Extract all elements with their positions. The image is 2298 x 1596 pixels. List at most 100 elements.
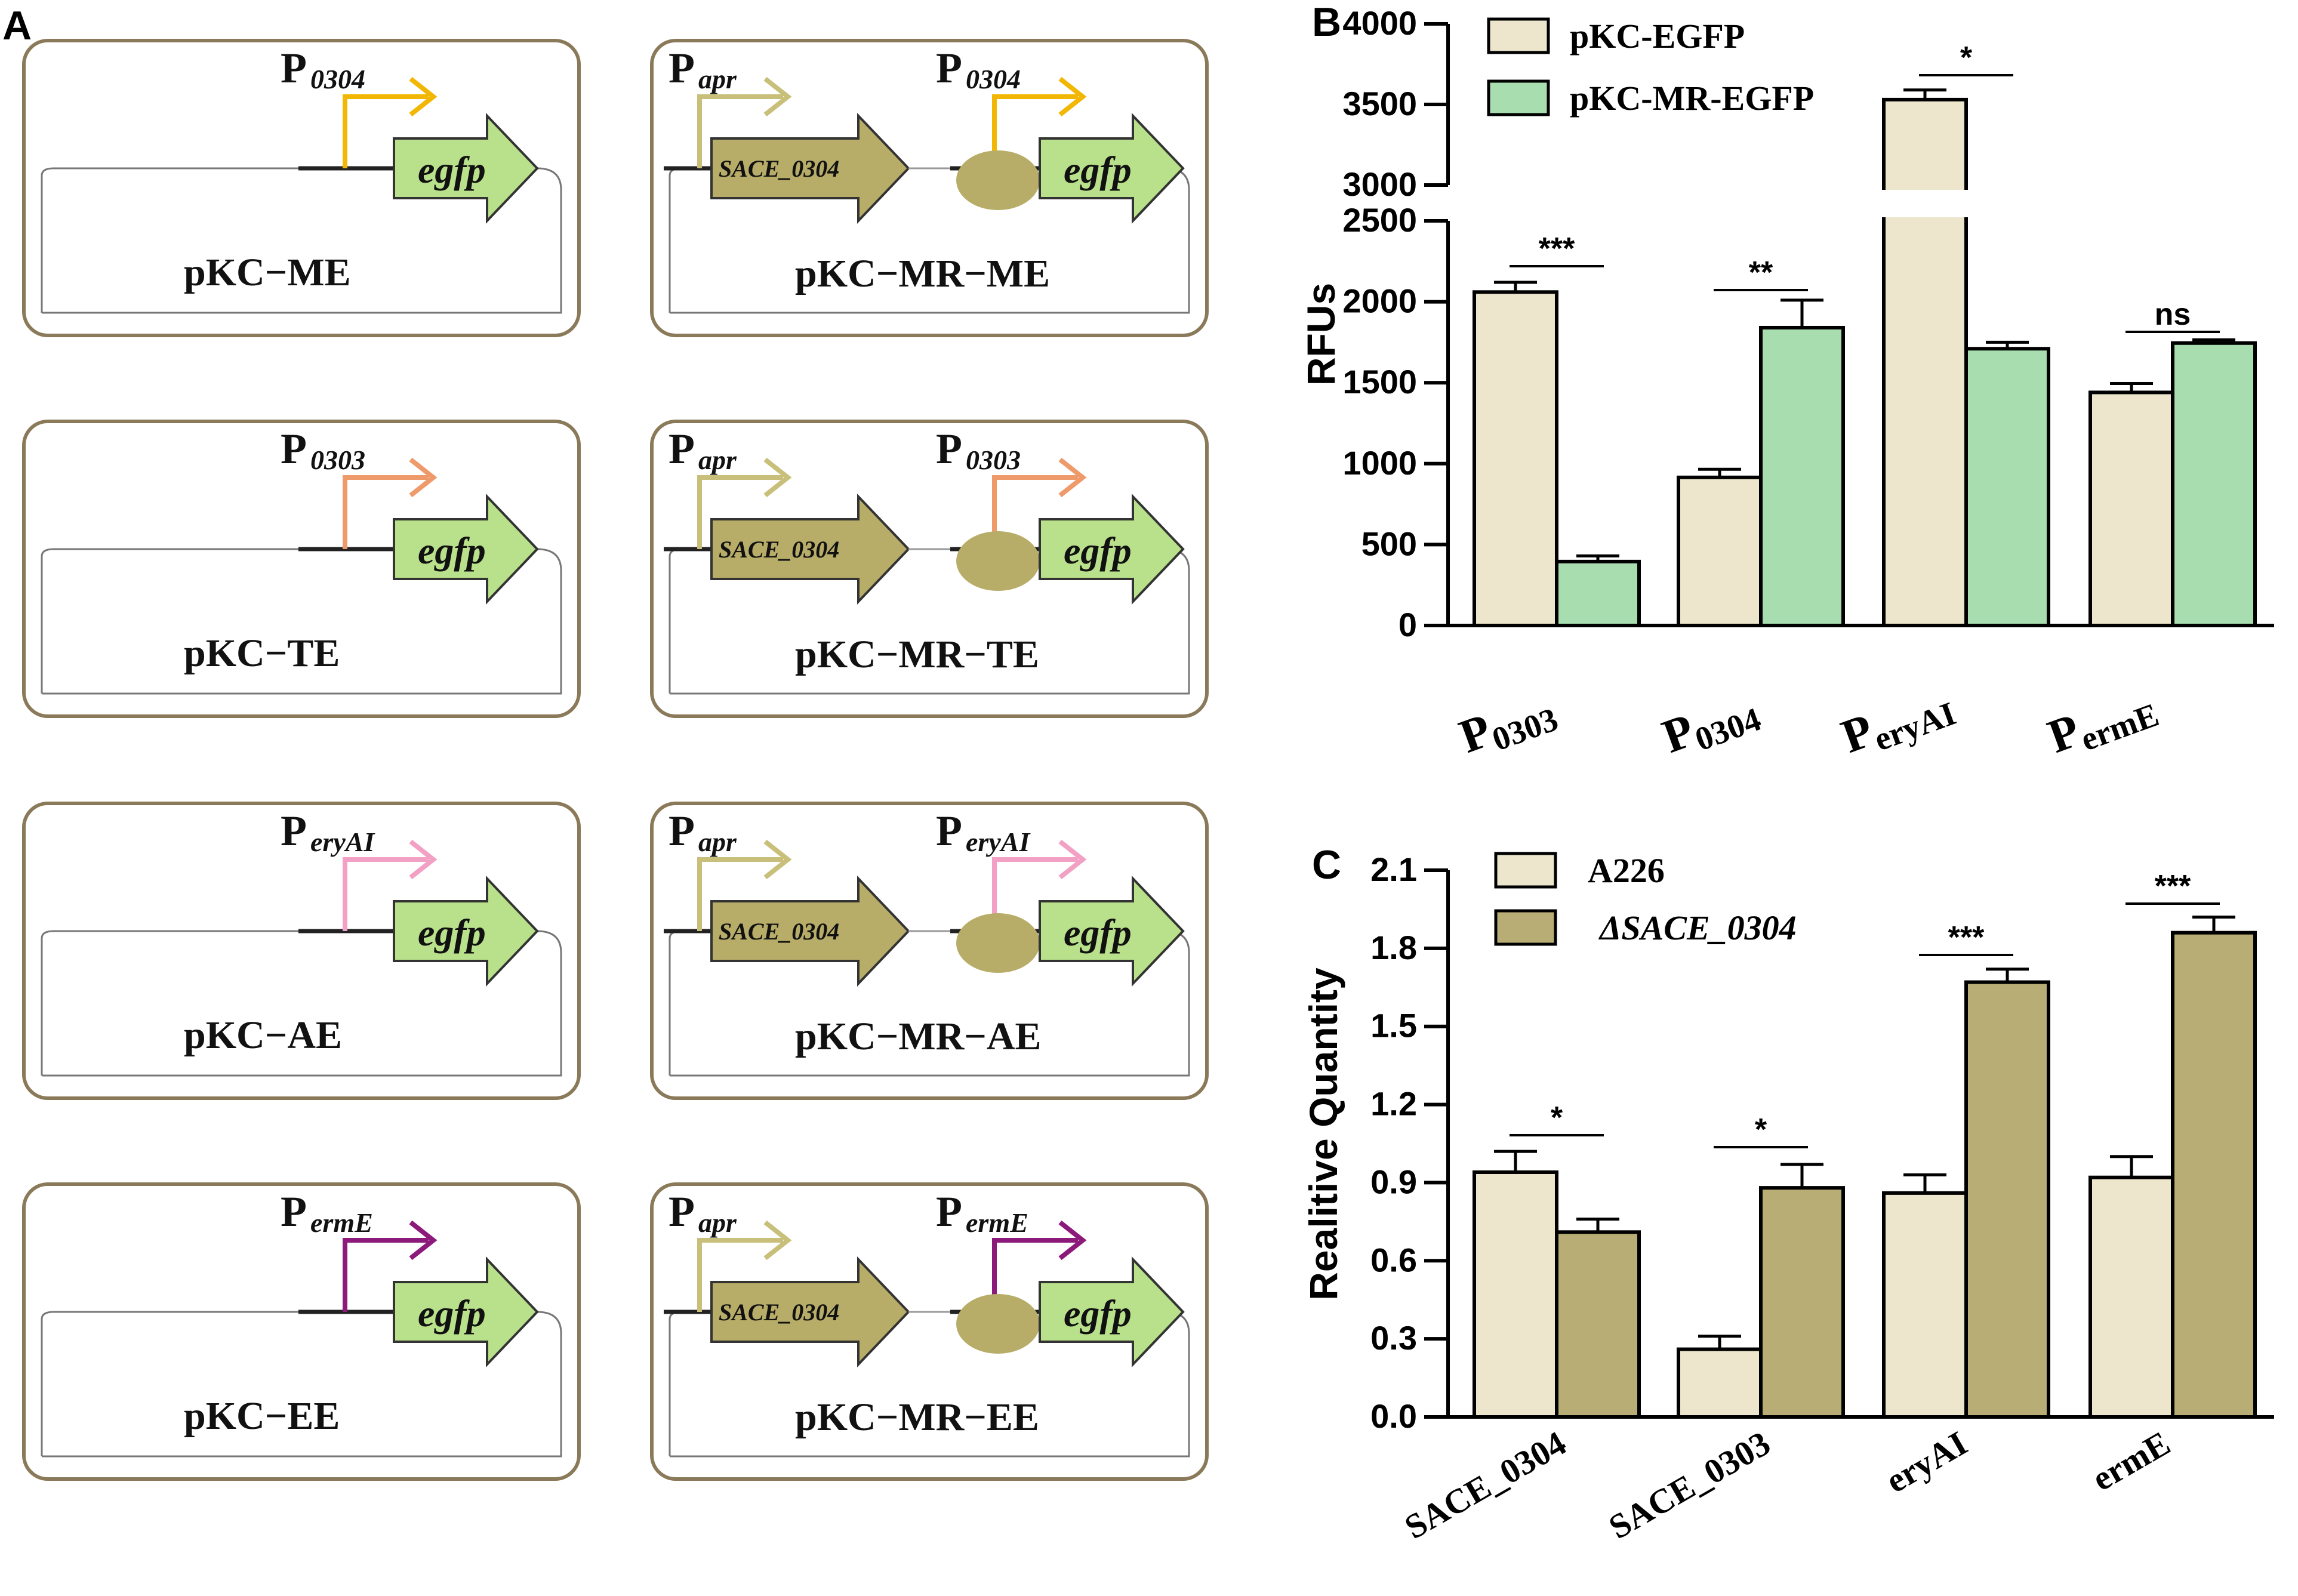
sace-gene-label: SACE_0304 xyxy=(719,1299,839,1326)
b-sig-label: ns xyxy=(2155,297,2191,332)
b-legend-label: pKC-EGFP xyxy=(1570,17,1745,56)
b-bar-0-1 xyxy=(1555,559,1641,627)
sace-gene-label: SACE_0304 xyxy=(719,155,839,182)
apr-label-p: P xyxy=(669,44,695,92)
b-y-tick-label: 1500 xyxy=(1342,363,1417,400)
egfp-label-right: egfp xyxy=(1064,529,1132,572)
plasmid-backbone-left xyxy=(41,548,298,694)
plasmid-backbone-left-lower xyxy=(42,167,562,314)
c-y-tick-label: 2.1 xyxy=(1370,851,1417,888)
b-bar-3-0 xyxy=(2088,390,2174,627)
panel-label-a: A xyxy=(2,3,32,48)
plasmid-name-right: pKC−MR−TE xyxy=(795,633,1039,676)
construct-box-right xyxy=(650,1182,1209,1481)
plasmid-backbone-right xyxy=(669,167,682,313)
sace-gene-label: SACE_0304 xyxy=(719,918,839,945)
promoter-arrow-left-stem xyxy=(343,857,429,931)
b-legend-swatch xyxy=(1487,79,1550,116)
egfp-gene-right xyxy=(1039,1256,1185,1367)
sace-0304-gene xyxy=(710,494,910,605)
promoter-label-left-p: P xyxy=(281,1188,307,1235)
egfp-gene-left xyxy=(393,1256,539,1367)
b-bar-2-1 xyxy=(1964,347,2050,627)
b-x-tick-label-sub: eryAI xyxy=(1869,695,1961,759)
apr-label-p: P xyxy=(669,1188,695,1235)
c-sig-label: *** xyxy=(1948,920,1985,955)
c-bar-3-1 xyxy=(2171,931,2257,1419)
construct-box-right xyxy=(650,39,1209,337)
promoter-label-right-p: P xyxy=(936,1188,962,1235)
c-bar-3-0 xyxy=(2088,1175,2174,1419)
construct-box-right xyxy=(650,802,1209,1100)
promoter-label-left-sub: 0304 xyxy=(310,64,365,94)
promoter-label-right-p: P xyxy=(936,425,962,473)
sace-gene-label: SACE_0304 xyxy=(719,536,839,563)
b-y-axis-title: RFUs xyxy=(1299,283,1343,386)
plasmid-name-left: pKC−AE xyxy=(184,1013,342,1057)
c-sig-label: * xyxy=(1755,1113,1767,1147)
egfp-gene-left xyxy=(393,113,539,224)
b-sig-label: *** xyxy=(1539,232,1575,266)
b-x-tick-label: P0303 xyxy=(1453,681,1563,768)
sace-0304-gene xyxy=(710,113,910,224)
plasmid-backbone-left-lower xyxy=(42,548,562,695)
construct-box-left xyxy=(22,39,581,337)
egfp-label-left: egfp xyxy=(418,1292,486,1335)
promoter-label-left-sub: eryAI xyxy=(310,827,375,857)
c-legend-swatch xyxy=(1494,852,1557,889)
promoter-arrow-left-head xyxy=(409,457,438,498)
b-sig-label: ** xyxy=(1749,255,1773,290)
b-x-tick-label-sub: 0304 xyxy=(1690,701,1766,759)
b-x-tick-label: P0304 xyxy=(1656,681,1766,768)
plasmid-backbone-left-lower xyxy=(42,930,562,1077)
c-bar-1-0 xyxy=(1677,1347,1763,1419)
c-x-tick-label: eryAI xyxy=(1879,1424,1973,1501)
b-axis-break-gap xyxy=(1433,190,2029,217)
b-bar-3-1 xyxy=(2171,341,2257,627)
repressor-oval xyxy=(956,913,1040,973)
promoter-label-left-p: P xyxy=(281,44,307,92)
promoter-arrow-left-head xyxy=(409,76,438,117)
egfp-gene-left xyxy=(393,876,539,987)
promoter-label-right-sub: ermE xyxy=(966,1207,1028,1238)
apr-label-p: P xyxy=(669,425,695,473)
b-x-tick-label-sub: ermE xyxy=(2076,697,2164,759)
apr-promoter-arrow-head xyxy=(763,76,792,117)
b-y-tick-label: 500 xyxy=(1361,525,1417,562)
promoter-arrow-right-head xyxy=(1058,457,1087,498)
plasmid-backbone-left xyxy=(41,1311,298,1456)
plasmid-backbone-left-lower xyxy=(42,1311,562,1458)
promoter-arrow-left-stem xyxy=(343,94,429,168)
egfp-label-right: egfp xyxy=(1064,149,1132,191)
c-bar-0-1 xyxy=(1555,1230,1641,1419)
b-y-tick-label: 2500 xyxy=(1342,201,1417,239)
promoter-arrow-right-head xyxy=(1058,76,1087,117)
apr-promoter-arrow-head xyxy=(763,1220,792,1261)
b-bar-0-0 xyxy=(1473,290,1558,627)
b-y-tick-label: 3000 xyxy=(1342,165,1417,203)
plasmid-name-left: pKC−ME xyxy=(184,251,351,294)
c-x-tick-label: ermE xyxy=(2086,1424,2176,1499)
apr-label-p: P xyxy=(669,807,695,855)
promoter-label-right-sub: 0303 xyxy=(966,445,1021,475)
b-y-tick-label: 0 xyxy=(1398,606,1417,643)
c-legend-swatch xyxy=(1494,909,1557,946)
plasmid-backbone-right xyxy=(669,930,682,1076)
b-y-tick-label: 2000 xyxy=(1342,282,1417,320)
egfp-label-left: egfp xyxy=(418,529,486,572)
apr-label-sub: apr xyxy=(698,64,737,94)
repressor-oval xyxy=(956,150,1040,210)
c-sig-label: * xyxy=(1551,1101,1563,1135)
promoter-arrow-right-stem xyxy=(992,475,1078,549)
promoter-arrow-left-head xyxy=(409,1220,438,1261)
plasmid-backbone-left xyxy=(41,930,298,1076)
promoter-label-left-sub: ermE xyxy=(310,1207,373,1238)
apr-promoter-arrow-stem xyxy=(697,857,783,931)
apr-promoter-arrow-stem xyxy=(697,94,783,168)
apr-label-sub: apr xyxy=(698,445,737,475)
plasmid-name-left: pKC−TE xyxy=(184,631,340,675)
plasmid-name-left: pKC−EE xyxy=(184,1394,340,1438)
b-x-tick-label: PeryAI xyxy=(1835,676,1961,769)
